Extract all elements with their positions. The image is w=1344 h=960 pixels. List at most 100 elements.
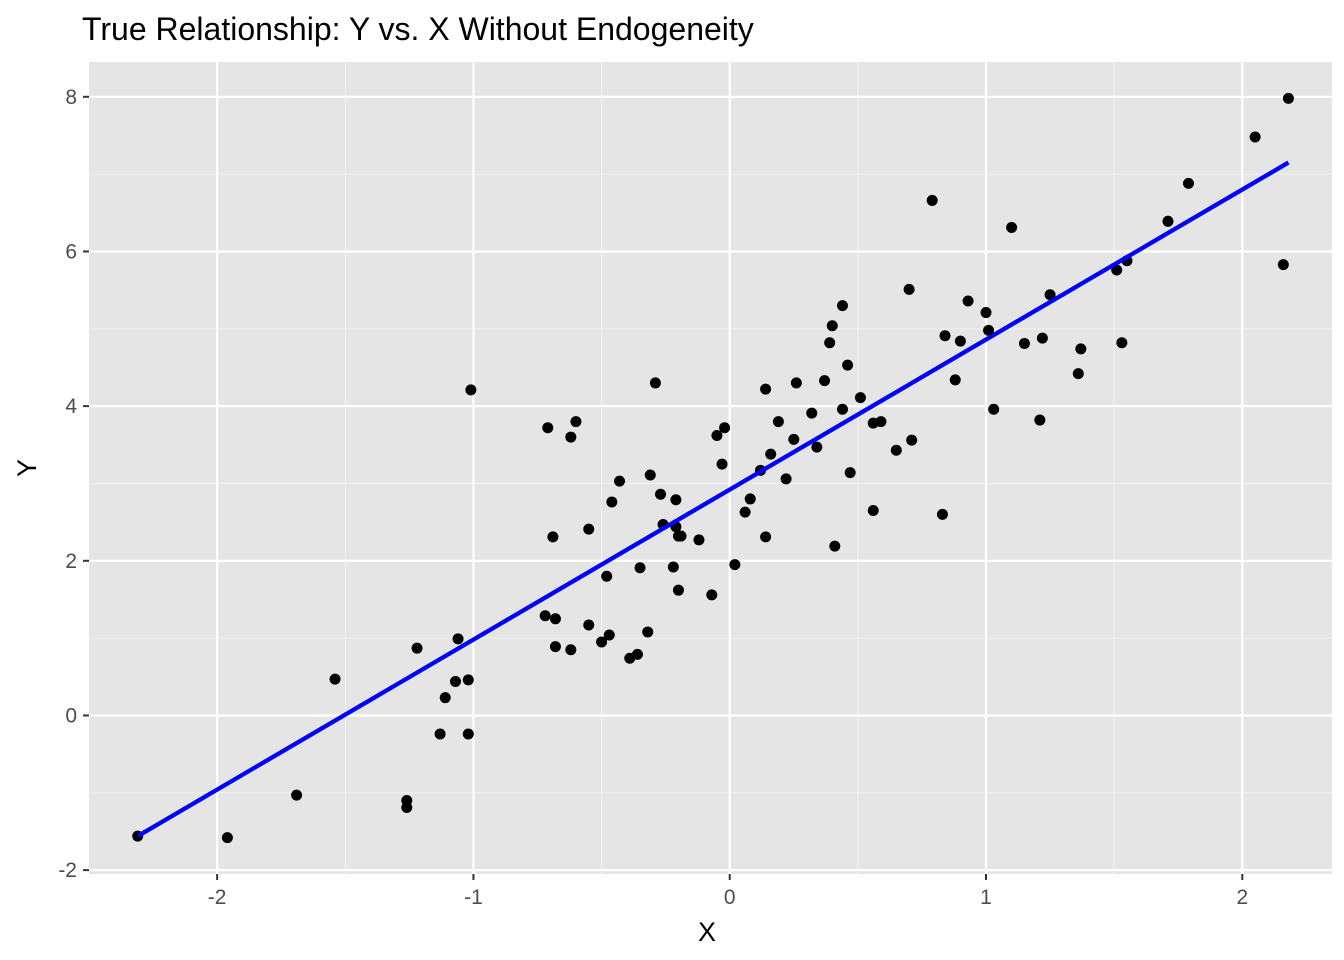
scatter-point [711,430,723,442]
scatter-point [547,531,559,543]
scatter-point [1111,264,1123,276]
scatter-point [867,505,879,517]
scatter-point [903,283,915,295]
scatter-point [644,469,656,481]
scatter-point [1034,414,1046,426]
scatter-point [401,801,413,813]
scatter-point [819,375,831,387]
scatter-point [926,194,938,206]
x-tick-label: -2 [208,886,227,909]
fit-line [136,160,1290,838]
scatter-point [962,295,974,307]
scatter-point [824,337,836,349]
y-axis-title: Y [12,459,42,477]
scatter-point [811,441,823,453]
scatter-point [583,523,595,535]
scatter-point [988,403,1000,415]
major-gridlines [89,62,1332,874]
scatter-point [790,377,802,389]
scatter-point [1277,259,1289,271]
scatter-point [716,458,728,470]
scatter-point [465,384,477,396]
scatter-point [1075,343,1087,355]
scatter-point [939,330,951,342]
scatter-point [542,422,554,434]
scatter-point [788,433,800,445]
scatter-point [221,832,233,844]
scatter-point [760,383,772,395]
scatter-point [549,641,561,653]
data-points [132,92,1294,844]
scatter-point [729,559,741,571]
scatter-point [439,692,451,704]
scatter-point [772,416,784,428]
y-tick-label: -2 [58,859,77,882]
scatter-point [1072,368,1084,380]
scatter-point [954,335,966,347]
y-tick-label: 6 [65,240,77,263]
scatter-point [601,570,613,582]
scatter-point [1044,289,1056,301]
scatter-point [655,488,667,500]
scatter-point [672,584,684,596]
scatter-point [606,496,618,508]
scatter-point [890,444,902,456]
scatter-point [1182,177,1194,189]
scatter-point [949,374,961,386]
x-tick-label: -1 [464,886,483,909]
scatter-point [570,416,582,428]
x-tick-label: 0 [724,886,736,909]
scatter-point [291,789,303,801]
scatter-point [634,562,646,574]
chart-title: True Relationship: Y vs. X Without Endog… [82,11,754,47]
scatter-point [1162,215,1174,227]
x-tick-label: 2 [1236,886,1248,909]
scatter-point [583,619,595,631]
scatter-point [462,728,474,740]
x-axis-title: X [698,917,716,947]
scatter-point [844,467,856,479]
scatter-point [462,674,474,686]
y-tick-label: 4 [65,395,77,418]
scatter-point [565,644,577,656]
scatter-point [780,473,792,485]
scatter-point [744,493,756,505]
scatter-point [603,629,615,641]
scatter-point [539,610,551,622]
scatter-point [411,642,423,654]
scatter-point [760,531,772,543]
x-axis: -2 -1 0 1 2 [208,874,1248,909]
scatter-point [826,320,838,332]
scatter-point [1036,332,1048,344]
scatter-point [452,633,464,645]
scatter-point [765,448,777,460]
y-tick-label: 2 [65,550,77,573]
scatter-point [642,626,654,638]
scatter-point [1249,131,1261,143]
scatter-point [631,648,643,660]
scatter-point [836,403,848,415]
scatter-point [596,636,608,648]
scatter-point [434,728,446,740]
scatter-point [936,508,948,520]
scatter-point [706,589,718,601]
scatter-point [329,673,341,685]
scatter-point [842,359,854,371]
scatter-point [649,377,661,389]
scatter-point [449,675,461,687]
scatter-point [693,534,705,546]
scatter-point [667,561,679,573]
scatter-point [836,300,848,312]
fit-line-group [136,160,1290,838]
scatter-point [980,307,992,319]
scatter-point [614,475,626,487]
x-tick-label: 1 [980,886,992,909]
scatter-point [549,613,561,625]
y-tick-label: 8 [65,86,77,109]
scatter-point [1018,337,1030,349]
scatter-point [1282,92,1294,104]
plot-panel [89,62,1332,874]
scatter-point [983,324,995,336]
